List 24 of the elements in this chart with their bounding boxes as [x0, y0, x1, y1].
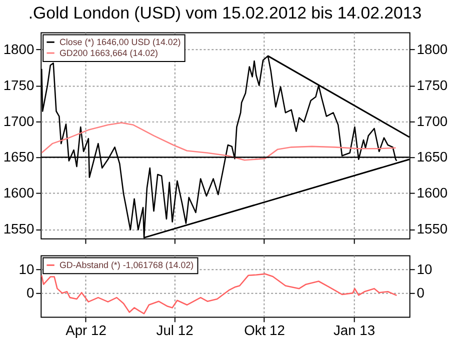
y2-tick-label: 0	[416, 284, 425, 301]
x-tick-label: Jan 13	[333, 322, 376, 338]
y-tick-label: 1750	[3, 76, 34, 93]
y2-tick-label: 1750	[416, 76, 448, 93]
legend-label: Close (*) 1646,00 USD (14.02)	[59, 37, 181, 48]
y-tick-label: 1550	[3, 220, 34, 237]
x-tick-label: Jul 12	[156, 322, 194, 338]
y2-tick-label: 10	[416, 260, 433, 277]
y2-tick-label: 1650	[416, 148, 448, 165]
y-tick-label: 1600	[3, 184, 34, 201]
y-tick-label: 0	[26, 284, 34, 301]
chart-title: .Gold London (USD) vom 15.02.2012 bis 14.02.2013	[28, 3, 422, 22]
legend-label: GD-Abstand (*) -1,061768 (14.02)	[59, 260, 194, 270]
y-tick-label: 1800	[3, 40, 34, 57]
y2-tick-label: 1800	[416, 40, 448, 57]
y-tick-label: 10	[18, 260, 34, 277]
x-tick-label: Apr 12	[66, 322, 107, 338]
y-tick-label: 1700	[3, 112, 34, 129]
y2-tick-label: 1600	[416, 184, 448, 201]
y2-tick-label: 1550	[416, 220, 448, 237]
y2-tick-label: 1700	[416, 112, 448, 129]
y-tick-label: 1650	[3, 148, 34, 165]
x-tick-label: Okt 12	[244, 322, 286, 338]
legend-label: GD200 1663,664 (14.02)	[59, 48, 158, 58]
